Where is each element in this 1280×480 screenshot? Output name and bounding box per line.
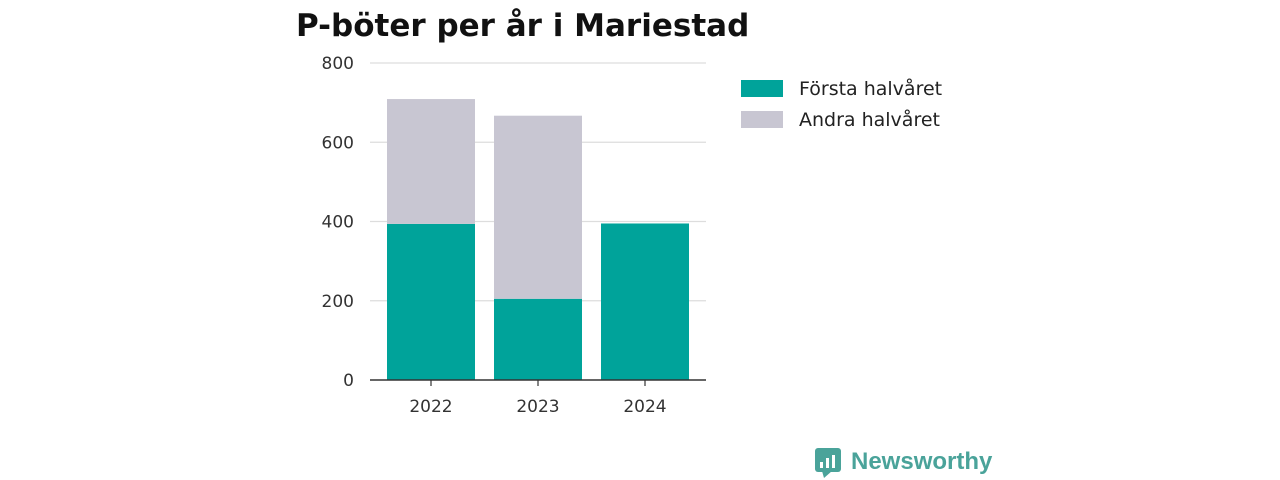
brand-name: Newsworthy xyxy=(851,448,993,475)
legend-label: Första halvåret xyxy=(799,77,942,100)
bar-2024-series-1 xyxy=(601,223,689,380)
newsworthy-logo-icon xyxy=(815,448,841,478)
x-tick-label: 2022 xyxy=(409,397,452,417)
x-axis-ticks: 2022 2023 2024 xyxy=(409,380,667,417)
x-tick-label: 2024 xyxy=(623,397,666,417)
bar-2022-series-2 xyxy=(387,99,475,224)
bars xyxy=(387,99,689,380)
y-tick-label: 800 xyxy=(322,54,354,74)
bar-2023-series-1 xyxy=(494,298,582,380)
legend-swatch xyxy=(741,80,783,97)
x-tick-label: 2023 xyxy=(516,397,559,417)
legend-label: Andra halvåret xyxy=(799,108,940,131)
legend-swatch xyxy=(741,111,783,128)
legend: Första halvåret Andra halvåret xyxy=(741,77,942,131)
chart-title: P-böter per år i Mariestad xyxy=(296,8,749,44)
y-axis-ticks: 0 200 400 600 800 xyxy=(322,54,354,391)
y-tick-label: 400 xyxy=(322,213,354,233)
y-tick-label: 0 xyxy=(343,371,354,391)
bar-2023-series-2 xyxy=(494,115,582,299)
brand-logo: Newsworthy xyxy=(815,448,993,478)
y-tick-label: 200 xyxy=(322,292,354,312)
bar-2022-series-1 xyxy=(387,223,475,380)
y-tick-label: 600 xyxy=(322,133,354,153)
